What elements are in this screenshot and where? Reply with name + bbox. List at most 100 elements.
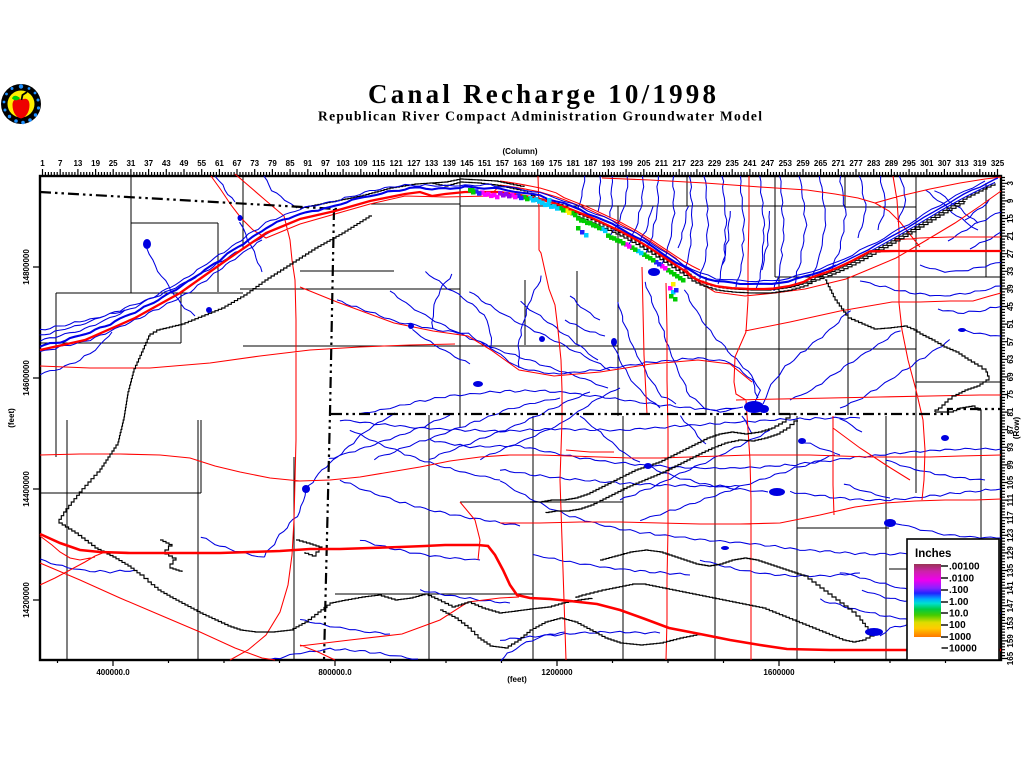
svg-text:325: 325	[991, 159, 1005, 168]
svg-text:135: 135	[1006, 563, 1015, 577]
svg-text:(feet): (feet)	[7, 408, 16, 428]
svg-text:289: 289	[885, 159, 899, 168]
svg-text:10.0: 10.0	[949, 609, 969, 620]
svg-text:247: 247	[761, 159, 775, 168]
svg-text:Inches: Inches	[915, 548, 951, 560]
svg-text:3: 3	[1006, 181, 1015, 186]
svg-text:241: 241	[743, 159, 757, 168]
svg-text:33: 33	[1006, 266, 1015, 275]
svg-text:109: 109	[354, 159, 368, 168]
svg-text:235: 235	[726, 159, 740, 168]
svg-text:49: 49	[180, 159, 189, 168]
svg-text:(Column): (Column)	[502, 147, 537, 156]
svg-text:1: 1	[40, 159, 45, 168]
svg-text:19: 19	[91, 159, 100, 168]
svg-text:39: 39	[1006, 284, 1015, 293]
svg-text:217: 217	[673, 159, 687, 168]
svg-text:93: 93	[1006, 442, 1015, 451]
svg-text:159: 159	[1006, 634, 1015, 648]
svg-text:25: 25	[109, 159, 118, 168]
svg-text:15: 15	[1006, 214, 1015, 223]
svg-text:37: 37	[144, 159, 153, 168]
svg-text:103: 103	[336, 159, 350, 168]
svg-text:165: 165	[1006, 651, 1015, 665]
svg-text:.00100: .00100	[949, 562, 980, 573]
svg-text:73: 73	[250, 159, 259, 168]
svg-text:1000: 1000	[949, 632, 972, 643]
svg-text:400000.0: 400000.0	[96, 668, 130, 677]
svg-text:193: 193	[602, 159, 616, 168]
svg-text:14600000: 14600000	[22, 360, 31, 396]
svg-text:223: 223	[690, 159, 704, 168]
svg-text:199: 199	[619, 159, 633, 168]
svg-text:133: 133	[425, 159, 439, 168]
svg-text:800000.0: 800000.0	[318, 668, 352, 677]
svg-text:75: 75	[1006, 390, 1015, 399]
svg-text:153: 153	[1006, 616, 1015, 630]
svg-text:117: 117	[1006, 511, 1015, 524]
svg-text:10000: 10000	[949, 644, 977, 655]
svg-text:(Row): (Row)	[1012, 417, 1021, 440]
svg-text:115: 115	[372, 159, 385, 168]
svg-text:14800000: 14800000	[22, 249, 31, 285]
svg-text:111: 111	[1006, 493, 1015, 506]
svg-text:79: 79	[268, 159, 277, 168]
svg-text:259: 259	[796, 159, 810, 168]
svg-text:205: 205	[637, 159, 651, 168]
svg-text:295: 295	[902, 159, 916, 168]
svg-text:141: 141	[1006, 581, 1015, 595]
svg-text:43: 43	[162, 159, 171, 168]
svg-text:63: 63	[1006, 354, 1015, 363]
svg-text:145: 145	[460, 159, 474, 168]
svg-text:27: 27	[1006, 249, 1015, 258]
svg-text:1.00: 1.00	[949, 597, 969, 608]
svg-text:229: 229	[708, 159, 722, 168]
svg-text:175: 175	[549, 159, 563, 168]
svg-text:99: 99	[1006, 460, 1015, 469]
svg-text:85: 85	[286, 159, 295, 168]
svg-text:139: 139	[443, 159, 457, 168]
svg-text:Canal Recharge 10/1998: Canal Recharge 10/1998	[368, 79, 716, 109]
svg-text:277: 277	[849, 159, 863, 168]
svg-text:55: 55	[197, 159, 206, 168]
svg-text:181: 181	[566, 159, 580, 168]
svg-text:265: 265	[814, 159, 828, 168]
svg-text:127: 127	[407, 159, 421, 168]
svg-text:211: 211	[655, 159, 668, 168]
svg-text:307: 307	[938, 159, 952, 168]
svg-text:21: 21	[1006, 231, 1015, 240]
svg-text:14400000: 14400000	[22, 471, 31, 507]
svg-text:157: 157	[496, 159, 510, 168]
svg-text:319: 319	[973, 159, 987, 168]
svg-text:147: 147	[1006, 598, 1015, 612]
svg-text:51: 51	[1006, 319, 1015, 328]
svg-text:100: 100	[949, 620, 966, 631]
svg-text:187: 187	[584, 159, 598, 168]
svg-text:121: 121	[390, 159, 404, 168]
svg-text:123: 123	[1006, 528, 1015, 542]
svg-text:163: 163	[513, 159, 527, 168]
svg-text:.100: .100	[949, 585, 969, 596]
svg-text:7: 7	[58, 159, 63, 168]
svg-text:271: 271	[832, 159, 846, 168]
svg-text:91: 91	[303, 159, 312, 168]
svg-text:(feet): (feet)	[507, 675, 527, 684]
svg-text:14200000: 14200000	[22, 582, 31, 618]
svg-text:Republican River Compact Admin: Republican River Compact Administration …	[318, 109, 762, 124]
svg-text:151: 151	[478, 159, 492, 168]
svg-text:45: 45	[1006, 302, 1015, 311]
svg-text:.0100: .0100	[949, 573, 974, 584]
svg-text:301: 301	[920, 159, 934, 168]
svg-text:105: 105	[1006, 475, 1015, 489]
svg-text:61: 61	[215, 159, 224, 168]
svg-text:9: 9	[1006, 198, 1015, 203]
svg-text:97: 97	[321, 159, 330, 168]
svg-text:31: 31	[126, 159, 135, 168]
svg-text:1200000: 1200000	[541, 668, 573, 677]
svg-text:69: 69	[1006, 372, 1015, 381]
svg-text:81: 81	[1006, 407, 1015, 416]
svg-text:57: 57	[1006, 337, 1015, 346]
svg-text:1600000: 1600000	[763, 668, 795, 677]
svg-text:13: 13	[73, 159, 82, 168]
svg-text:87: 87	[1006, 425, 1015, 434]
